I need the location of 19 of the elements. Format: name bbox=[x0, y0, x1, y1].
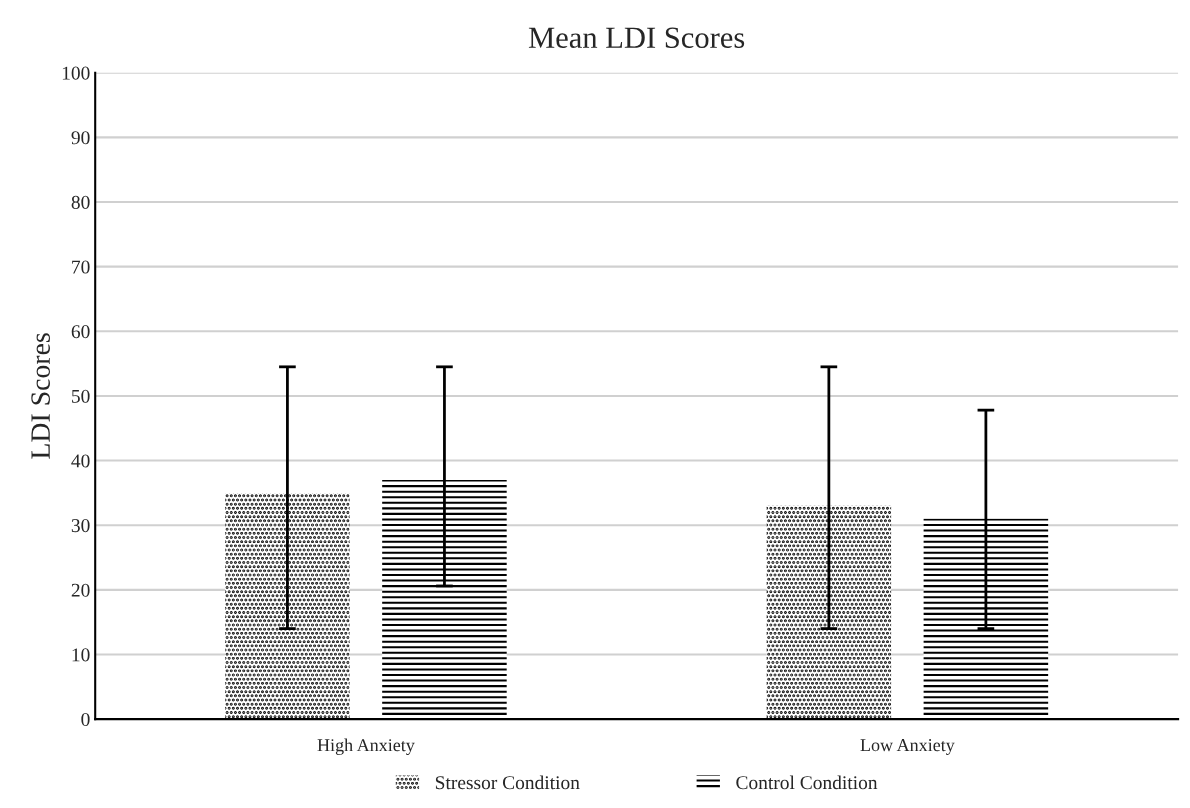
legend-label: Stressor Condition bbox=[435, 775, 580, 790]
y-tick-label: 60 bbox=[71, 325, 90, 339]
x-tick-label: High Anxiety bbox=[317, 738, 415, 755]
legend-label: Control Condition bbox=[736, 775, 878, 790]
y-tick-label: 40 bbox=[71, 454, 90, 468]
x-tick-label: Low Anxiety bbox=[860, 739, 955, 755]
y-tick-label: 0 bbox=[81, 712, 90, 727]
y-tick-label: 10 bbox=[72, 648, 90, 662]
chart-title: Mean LDI Scores bbox=[528, 27, 745, 49]
y-tick-label: 90 bbox=[71, 131, 90, 145]
y-tick-label: 50 bbox=[72, 389, 90, 403]
bar bbox=[225, 492, 350, 720]
y-tick-label: 20 bbox=[71, 583, 90, 597]
y-tick-label: 30 bbox=[71, 519, 90, 533]
y-tick-label: 80 bbox=[71, 195, 90, 209]
bar bbox=[766, 505, 892, 720]
y-axis-title: LDI Scores bbox=[31, 333, 50, 459]
y-tick-label: 100 bbox=[62, 66, 90, 80]
y-tick-label: 70 bbox=[72, 260, 90, 274]
